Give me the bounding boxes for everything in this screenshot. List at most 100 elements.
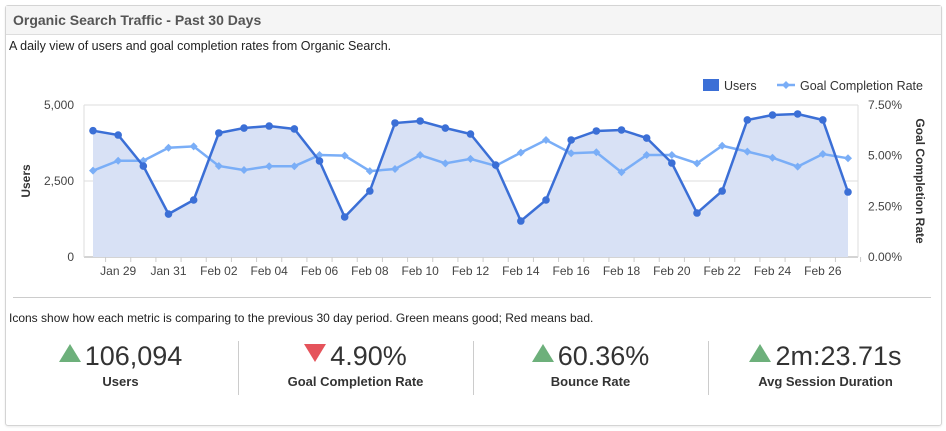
users-point: [793, 110, 802, 118]
traffic-chart: Users Goal Completion Rate Users Goal Co…: [19, 79, 927, 278]
stat-separator: [238, 341, 239, 395]
x-tick-label: Feb 20: [653, 264, 691, 278]
users-point: [819, 116, 827, 124]
goal-rate-point: [743, 147, 752, 156]
stat-label: Bounce Rate: [550, 374, 631, 389]
trend-up-icon: [531, 344, 554, 362]
trend-up-icon: [749, 344, 772, 362]
x-tick-label: Feb 08: [351, 264, 389, 278]
users-point: [139, 162, 148, 170]
stat-value-row: 60.36%: [473, 340, 708, 372]
users-point: [844, 188, 852, 196]
stat-value: 2m:23.71s: [775, 341, 902, 371]
goal-rate-point: [114, 156, 123, 165]
goal-rate-point: [516, 148, 525, 157]
goal-rate-point: [89, 166, 97, 175]
goal-rate-point: [290, 162, 299, 171]
stat-value-row: 106,094: [3, 340, 238, 372]
users-point: [466, 130, 475, 138]
goal-rate-point: [592, 148, 601, 157]
x-tick-label: Feb 10: [401, 264, 439, 278]
users-point: [768, 111, 777, 119]
trend-up-icon: [58, 344, 81, 362]
users-point: [164, 210, 173, 218]
stat-label: Avg Session Duration: [758, 374, 893, 389]
x-tick-label: Feb 22: [703, 264, 741, 278]
users-point: [617, 126, 626, 134]
users-area: [93, 113, 848, 257]
users-point: [366, 187, 374, 195]
stat-value: 106,094: [84, 341, 183, 371]
users-point: [416, 117, 424, 125]
users-point: [718, 187, 726, 195]
comparison-note: Icons show how each metric is comparing …: [9, 311, 594, 325]
chart-legend: Users Goal Completion Rate: [703, 79, 923, 93]
goal-rate-point: [164, 143, 173, 152]
goal-rate-point: [793, 162, 802, 171]
goal-rate-point: [214, 162, 223, 171]
trend-down-icon: [304, 344, 327, 362]
legend-goal-label: Goal Completion Rate: [800, 79, 923, 93]
stat-value-row: 2m:23.71s: [708, 340, 943, 372]
goal-rate-point: [693, 159, 701, 168]
legend-goal-marker: [782, 81, 790, 89]
users-point: [89, 126, 97, 135]
users-point: [265, 122, 273, 130]
stat-separator: [708, 341, 709, 395]
section-divider: [13, 297, 931, 298]
goal-rate-point: [818, 150, 827, 159]
y-tick-label: 0: [67, 250, 74, 264]
users-point: [315, 157, 324, 165]
users-point: [340, 213, 349, 221]
legend-users-swatch: [703, 79, 719, 91]
x-tick-label: Jan 29: [100, 264, 136, 278]
stat-goal-completion-rate: 4.90% Goal Completion Rate: [238, 340, 473, 389]
users-point: [441, 124, 450, 132]
y2-tick-label: 2.50%: [868, 199, 902, 213]
users-point: [592, 127, 601, 135]
users-point: [567, 136, 575, 144]
panel-subtitle: A daily view of users and goal completio…: [9, 39, 392, 53]
stat-users: 106,094 Users: [3, 340, 238, 389]
goal-rate-point: [768, 153, 777, 162]
stat-value: 60.36%: [557, 341, 650, 371]
users-point: [668, 159, 676, 167]
users-point: [240, 124, 248, 132]
stat-label: Users: [102, 374, 139, 389]
x-tick-label: Feb 12: [452, 264, 490, 278]
stat-value: 4.90%: [330, 341, 407, 371]
goal-rate-point: [718, 141, 727, 150]
goal-rate-point: [391, 165, 399, 174]
y2-tick-label: 7.50%: [868, 98, 902, 112]
users-point: [215, 129, 223, 137]
goal-rate-point: [265, 162, 274, 171]
users-point: [693, 209, 701, 217]
goal-rate-point: [642, 151, 651, 160]
users-point: [491, 161, 500, 169]
goal-rate-point: [617, 168, 626, 177]
stat-separator: [473, 341, 474, 395]
users-point: [542, 196, 550, 204]
y2-axis-title: Goal Completion Rate: [913, 118, 927, 244]
y-tick-label: 2,500: [44, 174, 74, 188]
users-point: [517, 217, 525, 225]
y2-tick-label: 0.00%: [868, 250, 902, 264]
goal-rate-point: [844, 154, 852, 163]
goal-rate-point: [240, 166, 248, 175]
y2-tick-label: 5.00%: [868, 149, 902, 163]
goal-rate-point: [667, 151, 676, 160]
goal-rate-point: [466, 154, 475, 163]
stat-avg-session-duration: 2m:23.71s Avg Session Duration: [708, 340, 943, 389]
stat-value-row: 4.90%: [238, 340, 473, 372]
users-point: [391, 119, 399, 127]
goal-rate-point: [542, 136, 550, 145]
goal-rate-point: [189, 142, 198, 151]
users-point: [189, 196, 198, 204]
x-tick-label: Feb 04: [250, 264, 288, 278]
x-tick-label: Feb 14: [502, 264, 540, 278]
traffic-panel: Organic Search Traffic - Past 30 Days: [5, 5, 942, 426]
stat-label: Goal Completion Rate: [287, 374, 424, 389]
users-point: [290, 125, 299, 133]
goal-rate-point: [340, 151, 349, 160]
users-point: [114, 131, 122, 139]
